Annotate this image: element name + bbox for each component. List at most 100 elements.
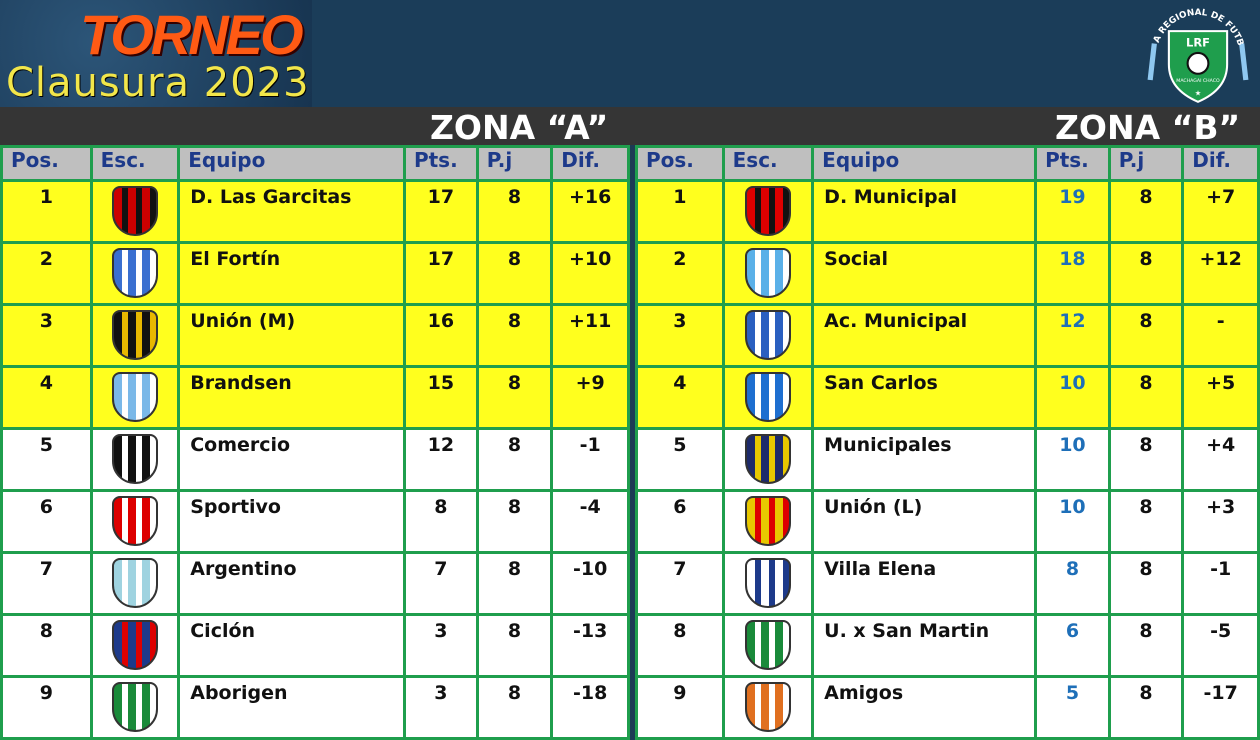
table-row: 2 El Fortín 17 8 +10: [0, 241, 630, 306]
pos-cell: 4: [0, 365, 93, 430]
pos-cell: 7: [0, 551, 93, 616]
dif-cell: +4: [1181, 427, 1260, 492]
pj-cell: 8: [475, 489, 554, 554]
team-crest-icon: [744, 620, 791, 670]
crest-cell: [721, 427, 815, 492]
team-crest-icon: [744, 496, 791, 546]
table-row: 3 Unión (M) 16 8 +11: [0, 303, 630, 368]
column-header: Esc.: [89, 145, 181, 182]
column-header: Pts.: [402, 145, 479, 182]
league-logo-place: MACHAGAI CHACO: [1176, 78, 1220, 84]
table-row: 5 Comercio 12 8 -1: [0, 427, 630, 492]
league-logo-abbr: LRF: [1186, 36, 1210, 50]
team-cell: Unión (L): [811, 489, 1038, 554]
pts-cell: 18: [1034, 241, 1111, 306]
crest-cell: [721, 241, 815, 306]
pts-cell: 17: [402, 179, 479, 244]
column-header: Pos.: [0, 145, 93, 182]
table-row: 4 Brandsen 15 8 +9: [0, 365, 630, 430]
team-crest-icon: [111, 310, 158, 360]
crest-cell: [89, 489, 181, 554]
team-cell: Comercio: [177, 427, 406, 492]
team-cell: U. x San Martin: [811, 613, 1038, 678]
crest-cell: [721, 675, 815, 740]
table-row: 8 U. x San Martin 6 8 -5: [635, 613, 1260, 678]
pts-cell: 8: [402, 489, 479, 554]
pj-cell: 8: [1107, 179, 1185, 244]
team-cell: Aborigen: [177, 675, 406, 740]
dif-cell: +9: [550, 365, 630, 430]
pos-cell: 6: [635, 489, 725, 554]
pts-cell: 12: [1034, 303, 1111, 368]
column-header: Dif.: [1181, 145, 1260, 182]
zone-a-title: ZONA “A”: [430, 108, 609, 147]
dif-cell: +5: [1181, 365, 1260, 430]
header-row: Pos. Esc. Equipo Pts. P.j Dif.: [0, 145, 630, 182]
team-cell: Social: [811, 241, 1038, 306]
pos-cell: 5: [0, 427, 93, 492]
table-row: 6 Unión (L) 10 8 +3: [635, 489, 1260, 554]
pj-cell: 8: [1107, 613, 1185, 678]
pts-cell: 10: [1034, 489, 1111, 554]
team-cell: El Fortín: [177, 241, 406, 306]
pos-cell: 3: [635, 303, 725, 368]
team-cell: D. Municipal: [811, 179, 1038, 244]
pj-cell: 8: [1107, 427, 1185, 492]
dif-cell: -18: [550, 675, 630, 740]
crest-cell: [89, 179, 181, 244]
crest-cell: [89, 613, 181, 678]
pos-cell: 6: [0, 489, 93, 554]
dif-cell: -5: [1181, 613, 1260, 678]
pj-cell: 8: [1107, 241, 1185, 306]
column-header: Pos.: [635, 145, 725, 182]
pj-cell: 8: [475, 179, 554, 244]
team-crest-icon: [744, 558, 791, 608]
pts-cell: 3: [402, 613, 479, 678]
column-header: Esc.: [721, 145, 815, 182]
pj-cell: 8: [1107, 551, 1185, 616]
dif-cell: +3: [1181, 489, 1260, 554]
team-crest-icon: [744, 682, 791, 732]
pos-cell: 2: [0, 241, 93, 306]
pts-cell: 3: [402, 675, 479, 740]
team-cell: Amigos: [811, 675, 1038, 740]
crest-cell: [89, 551, 181, 616]
table-row: 7 Villa Elena 8 8 -1: [635, 551, 1260, 616]
team-crest-icon: [111, 186, 158, 236]
table-row: 1 D. Municipal 19 8 +7: [635, 179, 1260, 244]
pts-cell: 17: [402, 241, 479, 306]
team-cell: San Carlos: [811, 365, 1038, 430]
table-row: 6 Sportivo 8 8 -4: [0, 489, 630, 554]
column-header: Equipo: [177, 145, 406, 182]
dif-cell: -10: [550, 551, 630, 616]
table-row: 5 Municipales 10 8 +4: [635, 427, 1260, 492]
pts-cell: 5: [1034, 675, 1111, 740]
crest-cell: [721, 179, 815, 244]
pts-cell: 15: [402, 365, 479, 430]
league-logo-icon: LIGA REGIONAL DE FUTBOL LRF MACHAGAI CHA…: [1146, 2, 1249, 103]
dif-cell: -17: [1181, 675, 1260, 740]
pos-cell: 1: [635, 179, 725, 244]
team-cell: Sportivo: [177, 489, 406, 554]
table-row: 9 Amigos 5 8 -17: [635, 675, 1260, 740]
pos-cell: 3: [0, 303, 93, 368]
table-row: 7 Argentino 7 8 -10: [0, 551, 630, 616]
dif-cell: +16: [550, 179, 630, 244]
crest-cell: [721, 489, 815, 554]
team-crest-icon: [111, 558, 158, 608]
team-crest-icon: [744, 186, 791, 236]
team-cell: Ciclón: [177, 613, 406, 678]
column-header: Pts.: [1034, 145, 1111, 182]
pos-cell: 9: [635, 675, 725, 740]
dif-cell: -13: [550, 613, 630, 678]
title-line1: TORNEO: [80, 3, 304, 66]
crest-cell: [89, 675, 181, 740]
pj-cell: 8: [475, 613, 554, 678]
pj-cell: 8: [475, 303, 554, 368]
pts-cell: 7: [402, 551, 479, 616]
pj-cell: 8: [475, 241, 554, 306]
header-row: Pos. Esc. Equipo Pts. P.j Dif.: [635, 145, 1260, 182]
team-crest-icon: [744, 248, 791, 298]
dif-cell: -1: [550, 427, 630, 492]
team-crest-icon: [111, 620, 158, 670]
